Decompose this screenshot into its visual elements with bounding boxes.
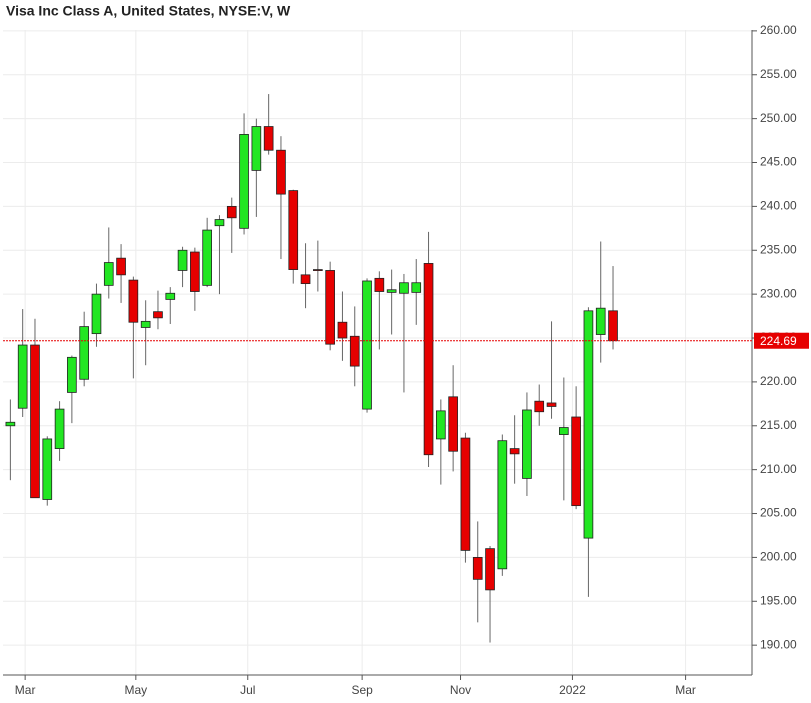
candle-body bbox=[509, 448, 520, 455]
candle-body bbox=[17, 344, 28, 409]
candle-body bbox=[54, 408, 65, 449]
candle-body bbox=[140, 320, 151, 328]
y-tick-label: 255.00 bbox=[760, 67, 797, 81]
candle-body bbox=[546, 402, 557, 407]
candle-body bbox=[91, 293, 102, 335]
y-tick-label: 215.00 bbox=[760, 418, 797, 432]
candle-body bbox=[522, 409, 532, 479]
candle-body bbox=[448, 396, 458, 452]
candle-body bbox=[583, 310, 594, 539]
candle-body bbox=[411, 282, 422, 293]
candle-body bbox=[571, 416, 581, 507]
candle-body bbox=[177, 249, 188, 271]
candle-body bbox=[349, 335, 360, 367]
candle-body bbox=[337, 321, 348, 339]
candle-body bbox=[559, 427, 569, 435]
candle-body bbox=[263, 126, 274, 151]
candle-body bbox=[79, 326, 89, 380]
grid bbox=[3, 30, 752, 675]
candle-body bbox=[436, 410, 446, 440]
candles bbox=[5, 94, 618, 643]
chart-title: Visa Inc Class A, United States, NYSE:V,… bbox=[6, 3, 291, 19]
candle-body bbox=[42, 438, 53, 500]
candle-body bbox=[165, 292, 176, 300]
candle-body bbox=[362, 280, 372, 410]
y-tick-label: 200.00 bbox=[760, 550, 797, 564]
y-tick-label: 230.00 bbox=[760, 286, 797, 300]
y-tick-label: 195.00 bbox=[760, 593, 797, 607]
candle-body bbox=[472, 557, 483, 580]
last-price-box bbox=[754, 332, 809, 349]
x-tick-label: May bbox=[124, 683, 147, 697]
candle-body bbox=[103, 262, 114, 286]
candle-body bbox=[325, 270, 335, 345]
candle-body bbox=[226, 205, 237, 219]
candle-body bbox=[399, 282, 409, 294]
x-tick-label: Sep bbox=[351, 683, 373, 697]
candle-body bbox=[5, 421, 16, 427]
candle-body bbox=[374, 277, 385, 292]
y-tick-label: 190.00 bbox=[760, 637, 797, 651]
candle-body bbox=[460, 437, 471, 551]
candle-body bbox=[288, 190, 299, 270]
candle-body bbox=[251, 126, 262, 171]
candle-body bbox=[313, 269, 323, 271]
candle-body bbox=[202, 229, 212, 286]
candle-body bbox=[485, 548, 495, 591]
candle-body bbox=[214, 219, 225, 227]
candle-body bbox=[386, 289, 397, 293]
x-tick-label: Mar bbox=[675, 683, 696, 697]
y-tick-label: 220.00 bbox=[760, 374, 797, 388]
x-tick-label: Mar bbox=[15, 683, 36, 697]
candle-body bbox=[30, 344, 40, 499]
candle-body bbox=[153, 311, 163, 319]
y-tick-label: 250.00 bbox=[760, 111, 797, 125]
y-tick-label: 245.00 bbox=[760, 155, 797, 169]
x-tick-label: Nov bbox=[450, 683, 471, 697]
candle-body bbox=[595, 307, 606, 335]
y-tick-label: 235.00 bbox=[760, 242, 797, 256]
candle-body bbox=[276, 149, 286, 195]
candle-body bbox=[67, 356, 77, 393]
candle-body bbox=[497, 440, 508, 570]
candle-body bbox=[300, 274, 311, 285]
candle-body bbox=[608, 310, 618, 342]
y-tick-label: 240.00 bbox=[760, 199, 797, 213]
y-tick-label: 210.00 bbox=[760, 462, 797, 476]
candle-body bbox=[128, 279, 139, 323]
y-tick-label: 205.00 bbox=[760, 506, 797, 520]
candle-body bbox=[239, 134, 249, 229]
y-tick-label: 260.00 bbox=[760, 23, 797, 37]
candle-body bbox=[534, 400, 545, 413]
x-tick-label: Jul bbox=[240, 683, 255, 697]
candle-body bbox=[423, 263, 434, 456]
candle-body bbox=[116, 257, 126, 276]
last-price-label: 224.69 bbox=[760, 334, 797, 348]
candle-body bbox=[190, 251, 200, 292]
x-tick-label: 2022 bbox=[559, 683, 586, 697]
